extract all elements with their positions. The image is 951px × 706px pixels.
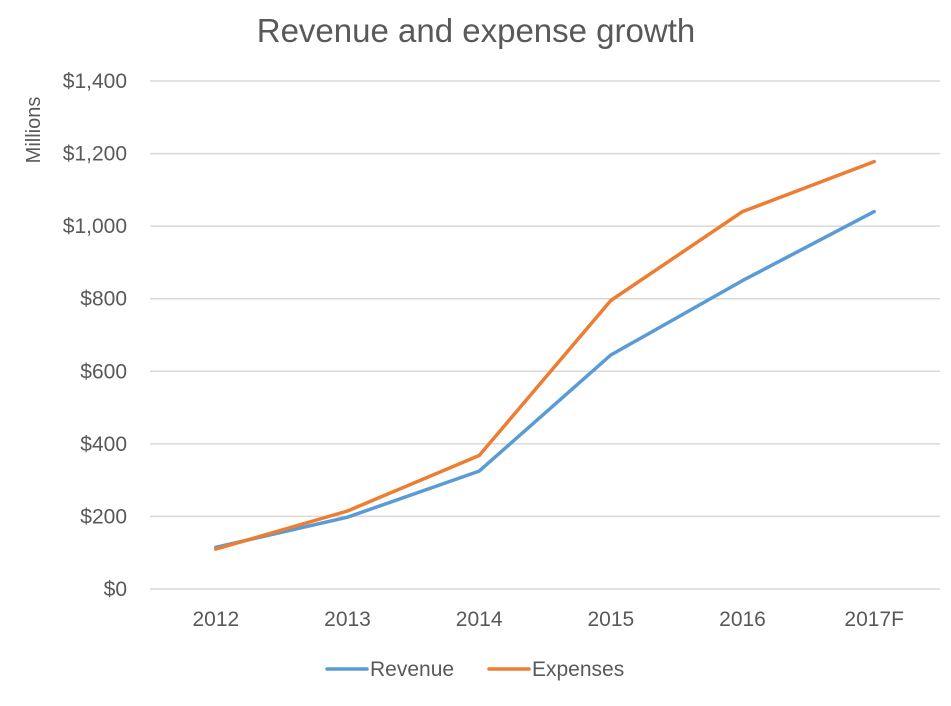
y-tick-label: $200 — [80, 505, 127, 528]
x-tick-label: 2017F — [844, 608, 904, 631]
series-lines — [214, 159, 876, 551]
x-tick-label: 2015 — [587, 608, 634, 631]
x-tick-label: 2013 — [324, 608, 371, 631]
x-tick-label: 2012 — [192, 608, 239, 631]
x-axis-ticks: 2012 2013 2014 2015 2016 2017F — [192, 608, 903, 631]
y-tick-label: $0 — [104, 578, 127, 601]
y-axis-label: Millions — [23, 97, 45, 164]
legend-label-expenses: Expenses — [532, 658, 624, 681]
y-axis-ticks: $0 $200 $400 $600 $800 $1,000 $1,200 $1,400 — [63, 70, 127, 601]
x-tick-label: 2016 — [719, 608, 766, 631]
y-tick-label: $400 — [80, 433, 127, 456]
chart-title: Revenue and expense growth — [257, 12, 695, 49]
legend: Revenue Expenses — [325, 658, 624, 681]
y-tick-label: $1,400 — [63, 70, 127, 93]
x-tick-label: 2014 — [456, 608, 503, 631]
series-line-revenue — [214, 209, 876, 550]
gridlines — [150, 80, 940, 590]
series-line-expenses — [214, 159, 876, 551]
y-tick-label: $600 — [80, 360, 127, 383]
legend-label-revenue: Revenue — [370, 658, 454, 681]
y-tick-label: $1,000 — [63, 215, 127, 238]
y-tick-label: $800 — [80, 288, 127, 311]
y-tick-label: $1,200 — [63, 143, 127, 166]
